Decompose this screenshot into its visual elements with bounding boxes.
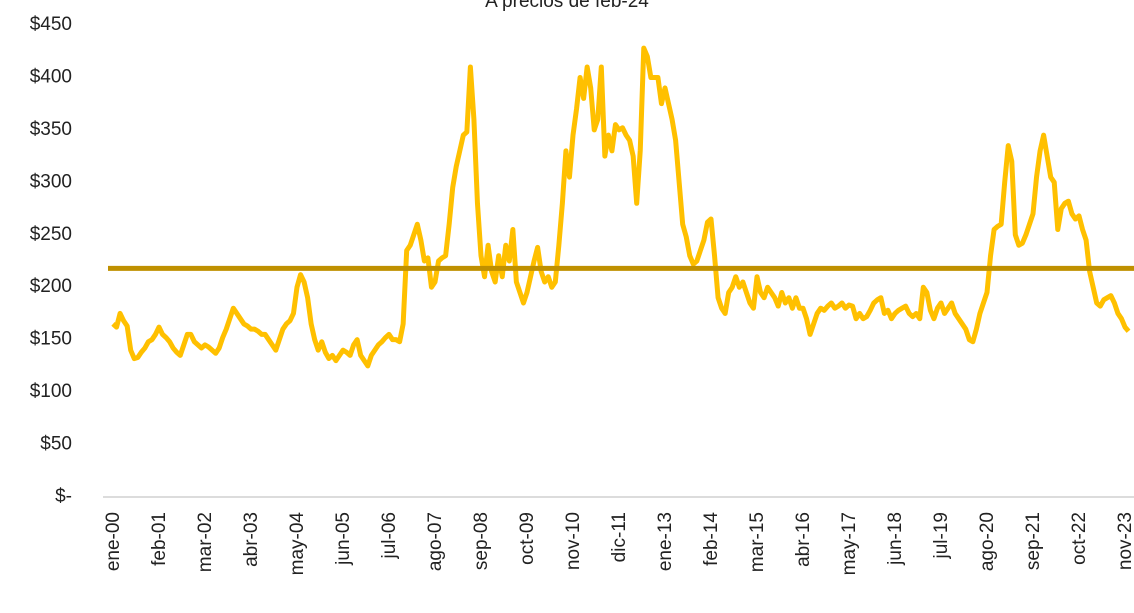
y-tick-label: $100 <box>30 381 72 402</box>
x-tick-label: ago-20 <box>977 512 998 571</box>
y-tick-label: $350 <box>30 119 72 140</box>
x-tick-label: mar-15 <box>747 512 768 572</box>
x-tick-label: dic-11 <box>609 512 630 562</box>
x-tick-label: nov-23 <box>1115 512 1134 570</box>
x-tick-label: feb-14 <box>701 512 722 566</box>
x-tick-label: abr-16 <box>793 512 814 567</box>
x-tick-label: nov-10 <box>563 512 584 570</box>
y-tick-label: $250 <box>30 224 72 245</box>
x-tick-label: oct-09 <box>517 512 538 565</box>
price-line <box>111 45 1131 369</box>
y-tick-label: $400 <box>30 66 72 87</box>
x-tick-label: sep-08 <box>471 512 492 570</box>
x-tick-label: feb-01 <box>149 512 170 566</box>
x-tick-label: oct-22 <box>1069 512 1090 565</box>
x-tick-label: abr-03 <box>241 512 262 567</box>
x-tick-label: ene-00 <box>103 512 124 571</box>
x-tick-label: sep-21 <box>1023 512 1044 570</box>
y-tick-label: $450 <box>30 14 72 35</box>
y-tick-label: $200 <box>30 276 72 297</box>
x-tick-label: mar-02 <box>195 512 216 572</box>
x-tick-label: jul-06 <box>379 512 400 559</box>
x-tick-label: may-17 <box>839 512 860 575</box>
x-tick-label: ene-13 <box>655 512 676 571</box>
x-tick-label: ago-07 <box>425 512 446 571</box>
x-tick-label: jul-19 <box>931 512 952 559</box>
x-tick-label: jun-05 <box>333 512 354 566</box>
y-tick-label: $50 <box>40 434 72 455</box>
chart-title: A precios de feb-24 <box>485 0 649 12</box>
x-tick-label: may-04 <box>287 512 308 576</box>
y-tick-label: $300 <box>30 171 72 192</box>
y-tick-label: $150 <box>30 329 72 350</box>
y-tick-label: $- <box>55 486 72 507</box>
x-tick-label: jun-18 <box>885 512 906 566</box>
